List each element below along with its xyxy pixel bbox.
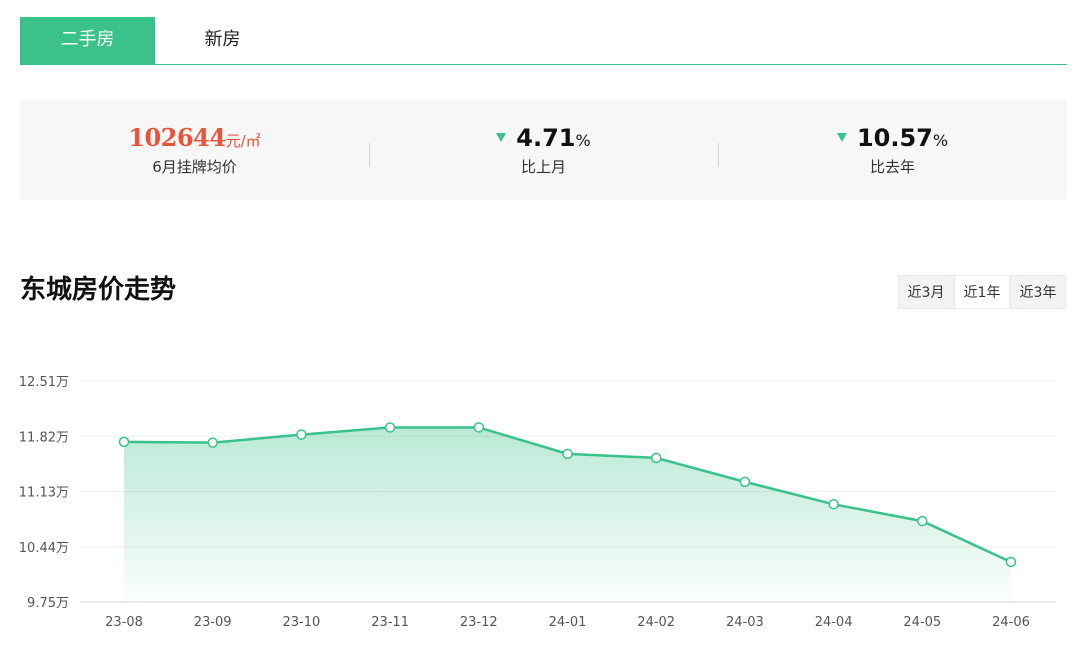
month-change-value: 4.71 <box>516 124 576 152</box>
x-tick-label: 24-06 <box>992 615 1030 630</box>
tab-second-hand[interactable]: 二手房 <box>20 17 155 65</box>
range-3-years-button[interactable]: 近3年 <box>1010 275 1066 309</box>
year-change-value: 10.57 <box>856 124 933 152</box>
x-tick-label: 23-08 <box>105 615 143 630</box>
data-point[interactable] <box>384 422 396 433</box>
down-arrow-icon <box>836 133 847 142</box>
data-point[interactable] <box>473 422 485 433</box>
data-point[interactable] <box>207 437 218 448</box>
y-tick-label: 11.82万 <box>19 430 69 445</box>
x-tick-label: 24-03 <box>726 615 764 630</box>
avg-price-value: 102644 <box>128 123 226 152</box>
year-change-label: 比去年 <box>869 158 915 176</box>
avg-price-stat: 102644元/㎡ 6月挂牌均价 <box>20 100 369 200</box>
data-point[interactable] <box>917 515 928 527</box>
x-tick-label: 23-10 <box>283 615 321 630</box>
y-tick-label: 10.44万 <box>19 541 69 556</box>
x-tick-label: 23-11 <box>371 615 409 630</box>
data-point[interactable] <box>562 448 573 460</box>
x-tick-label: 24-02 <box>637 615 675 630</box>
data-point[interactable] <box>1005 556 1017 568</box>
trend-title: 东城房价走势 <box>20 275 177 305</box>
year-change-unit: % <box>932 131 949 150</box>
stat-divider <box>369 143 370 167</box>
listing-type-tabs: 二手房 新房 <box>20 17 1067 65</box>
price-trend-chart: 9.75万 10.44万 11.13万 11.82万 12.51万 23-08 23-09… <box>19 375 1056 630</box>
tab-new-house[interactable]: 新房 <box>204 29 241 50</box>
data-point[interactable] <box>650 452 662 464</box>
y-tick-label: 9.75万 <box>27 596 69 611</box>
range-3-months-button[interactable]: 近3月 <box>898 275 954 309</box>
price-area <box>124 427 1011 602</box>
range-1-year-button[interactable]: 近1年 <box>954 275 1010 309</box>
x-tick-label: 24-05 <box>903 615 941 630</box>
x-tick-label: 24-04 <box>815 615 853 630</box>
month-change-unit: % <box>575 131 591 150</box>
avg-price-label: 6月挂牌均价 <box>152 158 237 176</box>
x-tick-label: 23-09 <box>194 615 232 630</box>
down-arrow-icon <box>496 133 507 142</box>
year-change-stat: 10.57% 比去年 <box>718 100 1067 200</box>
y-tick-label: 12.51万 <box>19 375 69 390</box>
data-point[interactable] <box>828 499 839 510</box>
y-tick-label: 11.13万 <box>19 486 69 501</box>
stat-divider <box>718 143 719 167</box>
month-change-label: 比上月 <box>520 158 566 176</box>
data-point[interactable] <box>118 436 130 448</box>
x-tick-label: 24-01 <box>549 615 587 630</box>
month-change-stat: 4.71% 比上月 <box>369 100 718 200</box>
avg-price-unit: 元/㎡ <box>225 132 261 150</box>
x-tick-label: 23-12 <box>460 615 498 630</box>
data-point[interactable] <box>739 476 751 488</box>
price-summary-panel: 102644元/㎡ 6月挂牌均价 4.71% 比上月 10.57% 比去年 <box>20 100 1067 200</box>
data-point[interactable] <box>296 429 307 440</box>
